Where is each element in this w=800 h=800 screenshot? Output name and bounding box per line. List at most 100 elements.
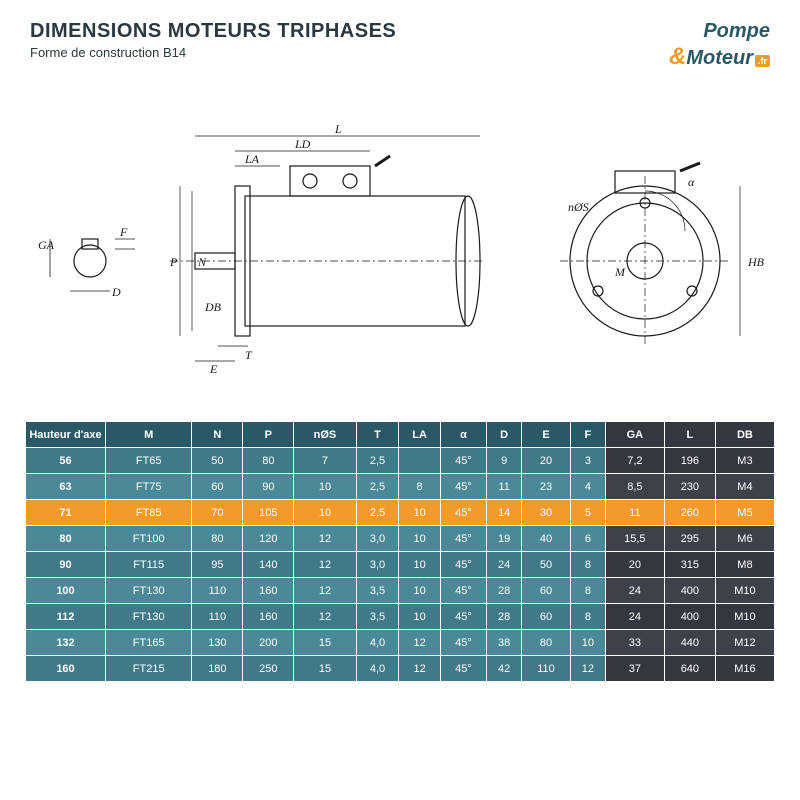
- table-cell: [399, 448, 440, 474]
- table-cell: 130: [192, 630, 243, 656]
- table-cell: 10: [570, 630, 605, 656]
- table-cell: 40: [522, 526, 571, 552]
- table-cell: 2,5: [356, 474, 399, 500]
- col-header: P: [243, 422, 294, 448]
- col-header: Hauteur d'axe: [26, 422, 106, 448]
- table-cell: 160: [243, 578, 294, 604]
- table-cell: 28: [487, 578, 522, 604]
- table-cell: 45°: [440, 630, 486, 656]
- table-cell: 90: [243, 474, 294, 500]
- logo-line1: Pompe: [669, 20, 770, 43]
- table-row: 160FT215180250154,01245°421101237640M16: [26, 656, 775, 682]
- col-header: nØS: [294, 422, 356, 448]
- table-cell: 8: [399, 474, 440, 500]
- label-f: F: [119, 225, 128, 239]
- label-m: M: [614, 265, 626, 279]
- col-header: GA: [605, 422, 664, 448]
- table-cell: 12: [399, 656, 440, 682]
- label-alpha: α: [688, 175, 695, 189]
- table-cell: 105: [243, 500, 294, 526]
- col-header: F: [570, 422, 605, 448]
- table-row: 90FT11595140123,01045°2450820315M8: [26, 552, 775, 578]
- table-cell: 45°: [440, 552, 486, 578]
- table-cell: 60: [522, 578, 571, 604]
- table-cell: M8: [715, 552, 774, 578]
- table-cell: 3,5: [356, 604, 399, 630]
- table-row: 63FT756090102,5845°112348,5230M4: [26, 474, 775, 500]
- col-header: D: [487, 422, 522, 448]
- table-cell: 70: [192, 500, 243, 526]
- col-header: L: [664, 422, 715, 448]
- table-cell: 28: [487, 604, 522, 630]
- table-cell: 45°: [440, 526, 486, 552]
- table-cell: 640: [664, 656, 715, 682]
- table-cell: FT65: [106, 448, 192, 474]
- table-cell: 50: [192, 448, 243, 474]
- header: DIMENSIONS MOTEURS TRIPHASES Forme de co…: [0, 0, 800, 81]
- table-cell: 20: [522, 448, 571, 474]
- table-cell: 45°: [440, 474, 486, 500]
- table-cell: 5: [570, 500, 605, 526]
- table-cell: 12: [294, 552, 356, 578]
- table-cell: 3,0: [356, 552, 399, 578]
- table-cell: 12: [294, 526, 356, 552]
- label-t: T: [245, 348, 253, 362]
- table-cell: 110: [522, 656, 571, 682]
- table-cell: 80: [243, 448, 294, 474]
- label-ga: GA: [38, 238, 55, 252]
- table-cell: 80: [26, 526, 106, 552]
- table-cell: 42: [487, 656, 522, 682]
- table-cell: M5: [715, 500, 774, 526]
- table-cell: FT130: [106, 578, 192, 604]
- table-cell: 15,5: [605, 526, 664, 552]
- table-cell: 10: [399, 500, 440, 526]
- table-cell: 12: [399, 630, 440, 656]
- label-ld: LD: [294, 137, 311, 151]
- label-nos: nØS: [568, 200, 589, 214]
- table-cell: 80: [192, 526, 243, 552]
- label-d: D: [111, 285, 121, 299]
- table-cell: 8,5: [605, 474, 664, 500]
- table-cell: 100: [26, 578, 106, 604]
- col-header: N: [192, 422, 243, 448]
- label-db: DB: [204, 300, 222, 314]
- table-cell: 4,0: [356, 656, 399, 682]
- table-cell: 110: [192, 604, 243, 630]
- table-cell: 10: [399, 526, 440, 552]
- table-cell: FT85: [106, 500, 192, 526]
- dimensions-table: Hauteur d'axeMNPnØSTLAαDEFGALDB 56FT6550…: [25, 421, 775, 682]
- table-cell: 7: [294, 448, 356, 474]
- table-cell: 95: [192, 552, 243, 578]
- table-cell: 24: [605, 604, 664, 630]
- table-cell: 10: [399, 552, 440, 578]
- table-cell: 15: [294, 630, 356, 656]
- col-header: DB: [715, 422, 774, 448]
- col-header: M: [106, 422, 192, 448]
- table-cell: M10: [715, 604, 774, 630]
- table-row: 80FT10080120123,01045°1940615,5295M6: [26, 526, 775, 552]
- table-cell: 45°: [440, 578, 486, 604]
- table-cell: FT165: [106, 630, 192, 656]
- label-n: N: [197, 255, 207, 269]
- table-cell: 400: [664, 604, 715, 630]
- label-p: P: [169, 255, 178, 269]
- table-cell: 200: [243, 630, 294, 656]
- table-cell: 45°: [440, 448, 486, 474]
- table-cell: 110: [192, 578, 243, 604]
- table-cell: 20: [605, 552, 664, 578]
- table-cell: 24: [487, 552, 522, 578]
- table-cell: M12: [715, 630, 774, 656]
- table-cell: FT100: [106, 526, 192, 552]
- table-cell: 30: [522, 500, 571, 526]
- table-row: 112FT130110160123,51045°2860824400M10: [26, 604, 775, 630]
- technical-diagram: GA F D L LD LA P N DB E T α nØS M HB: [20, 91, 780, 391]
- table-cell: 295: [664, 526, 715, 552]
- table-cell: FT215: [106, 656, 192, 682]
- brand-logo: Pompe &Moteur.fr: [669, 20, 770, 71]
- table-cell: 8: [570, 578, 605, 604]
- table-cell: 60: [522, 604, 571, 630]
- table-cell: 12: [294, 604, 356, 630]
- table-body: 56FT65508072,545°92037,2196M363FT7560901…: [26, 448, 775, 682]
- table-cell: 132: [26, 630, 106, 656]
- table-cell: 24: [605, 578, 664, 604]
